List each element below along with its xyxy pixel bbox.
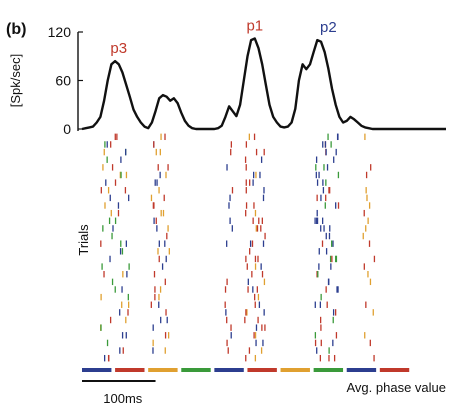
phase-segment (115, 368, 145, 372)
trials-axis-label: Trials (76, 224, 91, 256)
y-ticks: 0 60 120 (48, 24, 83, 137)
phase-segment (82, 368, 112, 372)
firing-rate-line (81, 37, 446, 131)
spike-raster: Trials (76, 133, 376, 362)
spike-ticks (100, 133, 376, 362)
y-tick-label: 60 (55, 73, 71, 89)
phase-segment (181, 368, 211, 372)
phase-segment (214, 368, 244, 372)
y-axis-label: [Spk/sec] (8, 54, 23, 107)
phase-segment (313, 368, 344, 372)
x-axis-label: Avg. phase value (347, 380, 447, 395)
phase-segment (379, 368, 410, 372)
phase-segment (280, 368, 310, 372)
peak-label: p3 (110, 40, 127, 57)
phase-segment (346, 368, 377, 372)
panel-label: (b) (6, 21, 26, 38)
peak-label: p2 (320, 19, 337, 36)
phase-color-bar (82, 368, 410, 372)
y-tick-label: 120 (48, 24, 72, 40)
phase-segment (148, 368, 178, 372)
scale-bar: 100ms (82, 380, 156, 406)
firing-rate-chart: [Spk/sec] 0 60 120 p3 p1 p2 (8, 17, 446, 137)
y-tick-label: 0 (63, 121, 71, 137)
scale-bar-label: 100ms (103, 391, 143, 406)
peak-label: p1 (246, 17, 263, 34)
peak-labels: p3 p1 p2 (110, 17, 336, 57)
phase-segment (247, 368, 277, 372)
